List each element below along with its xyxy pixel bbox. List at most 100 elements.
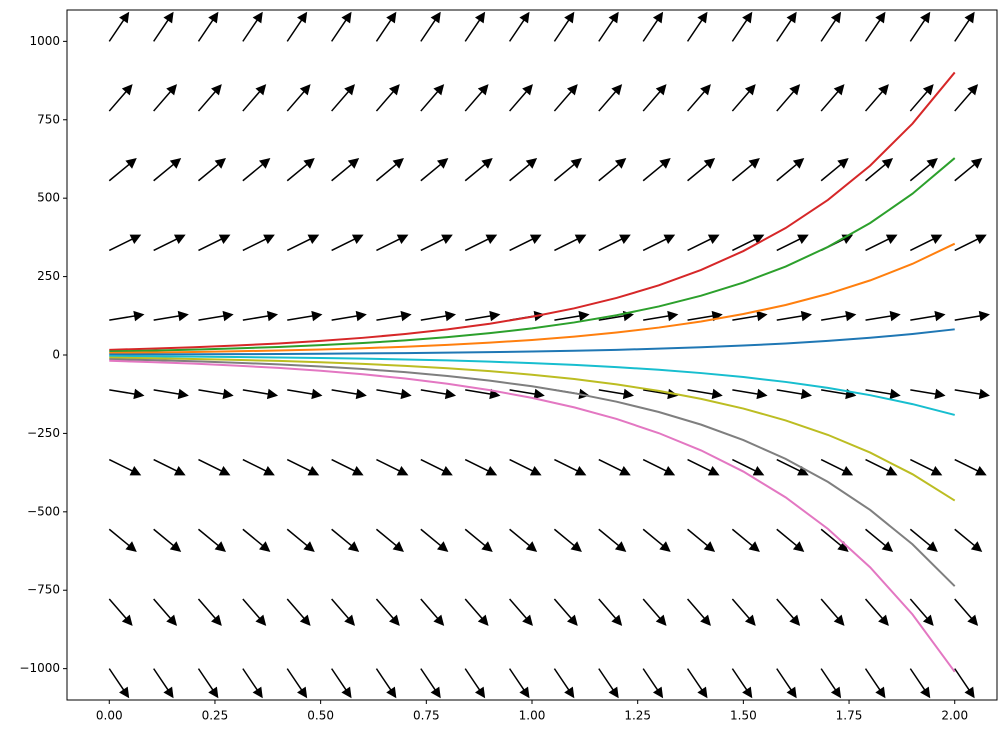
- slope-arrow: [197, 84, 222, 112]
- slope-arrow: [198, 458, 231, 476]
- slope-arrow: [776, 234, 809, 252]
- slope-arrow: [865, 388, 901, 400]
- slope-arrow: [464, 668, 486, 699]
- slope-arrow: [731, 528, 760, 552]
- slope-arrow: [375, 11, 397, 42]
- y-tick-label: 250: [37, 269, 60, 283]
- slope-arrow: [554, 310, 590, 322]
- slope-arrow: [776, 158, 805, 182]
- slope-arrow: [242, 388, 279, 400]
- slope-arrow: [909, 598, 934, 626]
- slope-arrow: [420, 158, 449, 182]
- slope-arrow: [331, 234, 364, 252]
- slope-arrow: [376, 458, 409, 476]
- slope-arrow: [954, 598, 979, 626]
- slope-arrow: [642, 234, 676, 252]
- slope-arrow: [642, 458, 676, 476]
- slope-arrow: [598, 158, 627, 182]
- slope-arrow: [375, 598, 400, 626]
- slope-arrow: [820, 11, 842, 42]
- slope-arrow: [731, 158, 760, 182]
- slope-arrow: [242, 598, 267, 626]
- slope-arrow: [686, 668, 708, 699]
- slope-arrow: [420, 458, 453, 476]
- y-tick-label: 500: [37, 191, 60, 205]
- slope-arrow: [732, 234, 765, 252]
- slope-arrow: [108, 528, 137, 552]
- solution-curve: [109, 356, 956, 502]
- slope-arrow: [286, 11, 308, 42]
- slope-arrow: [776, 11, 797, 42]
- y-tick-label: −250: [27, 426, 60, 440]
- slope-arrow: [331, 528, 360, 552]
- slope-arrow: [687, 310, 723, 322]
- slope-arrow: [864, 11, 886, 42]
- slope-arrow: [553, 668, 575, 699]
- slope-arrow: [286, 84, 311, 112]
- slope-arrow: [910, 458, 943, 476]
- slope-arrow: [153, 388, 189, 400]
- x-tick-label: 0.75: [413, 709, 440, 723]
- slope-arrow: [598, 598, 623, 626]
- slope-arrow: [865, 528, 894, 552]
- solution-curve: [109, 359, 956, 673]
- slope-arrow: [197, 11, 219, 42]
- slope-arrow: [153, 528, 182, 552]
- slope-arrow: [865, 458, 898, 476]
- slope-arrow: [954, 528, 983, 552]
- slope-arrow: [598, 234, 631, 252]
- slope-arrow: [554, 234, 587, 252]
- slope-arrow: [420, 234, 453, 252]
- slope-arrow: [820, 84, 845, 112]
- slope-arrow: [820, 458, 854, 476]
- slope-arrow: [554, 458, 587, 476]
- slope-arrow: [776, 528, 805, 552]
- slope-arrow: [286, 234, 320, 252]
- slope-arrow: [509, 598, 533, 626]
- slope-arrow: [731, 668, 753, 699]
- slope-arrow: [287, 310, 323, 322]
- slope-arrow: [420, 310, 457, 322]
- slope-arrow: [508, 11, 530, 42]
- slope-arrow: [553, 84, 578, 112]
- slope-arrow: [553, 11, 575, 42]
- slope-arrow: [464, 458, 498, 476]
- slope-arrow: [509, 158, 538, 182]
- slope-arrow: [153, 458, 186, 476]
- slope-arrow: [954, 310, 990, 322]
- slope-arrow: [776, 310, 812, 322]
- slope-arrow: [776, 84, 801, 112]
- slope-arrow: [420, 668, 441, 699]
- slope-arrow: [242, 310, 279, 322]
- x-tick-label: 1.50: [730, 709, 757, 723]
- slope-arrow: [954, 11, 975, 42]
- slope-arrow: [643, 310, 679, 322]
- slope-arrow: [286, 458, 320, 476]
- slope-arrow: [508, 668, 530, 699]
- slope-arrow: [864, 598, 889, 626]
- slope-arrow: [642, 158, 671, 182]
- slope-arrow: [331, 310, 367, 322]
- slope-arrow: [375, 528, 404, 552]
- x-tick-label: 0.50: [307, 709, 334, 723]
- slope-arrow: [464, 11, 486, 42]
- slope-arrow: [686, 84, 711, 112]
- solution-curve: [109, 355, 955, 416]
- slope-arrow: [242, 528, 271, 552]
- slope-arrow: [909, 158, 938, 182]
- slope-arrow: [598, 528, 627, 552]
- slope-arrow: [375, 668, 397, 699]
- slope-arrow: [954, 158, 983, 182]
- slope-arrow: [954, 388, 990, 400]
- slope-arrow: [642, 11, 664, 42]
- x-tick-label: 2.00: [941, 709, 968, 723]
- slope-arrow: [108, 234, 142, 252]
- slope-arrow: [465, 310, 501, 322]
- y-tick-label: −750: [27, 583, 60, 597]
- slope-arrow: [153, 84, 178, 112]
- slope-arrow: [910, 234, 943, 252]
- slope-arrow: [286, 528, 315, 552]
- y-tick-label: −1000: [19, 661, 60, 675]
- slope-arrow: [464, 158, 493, 182]
